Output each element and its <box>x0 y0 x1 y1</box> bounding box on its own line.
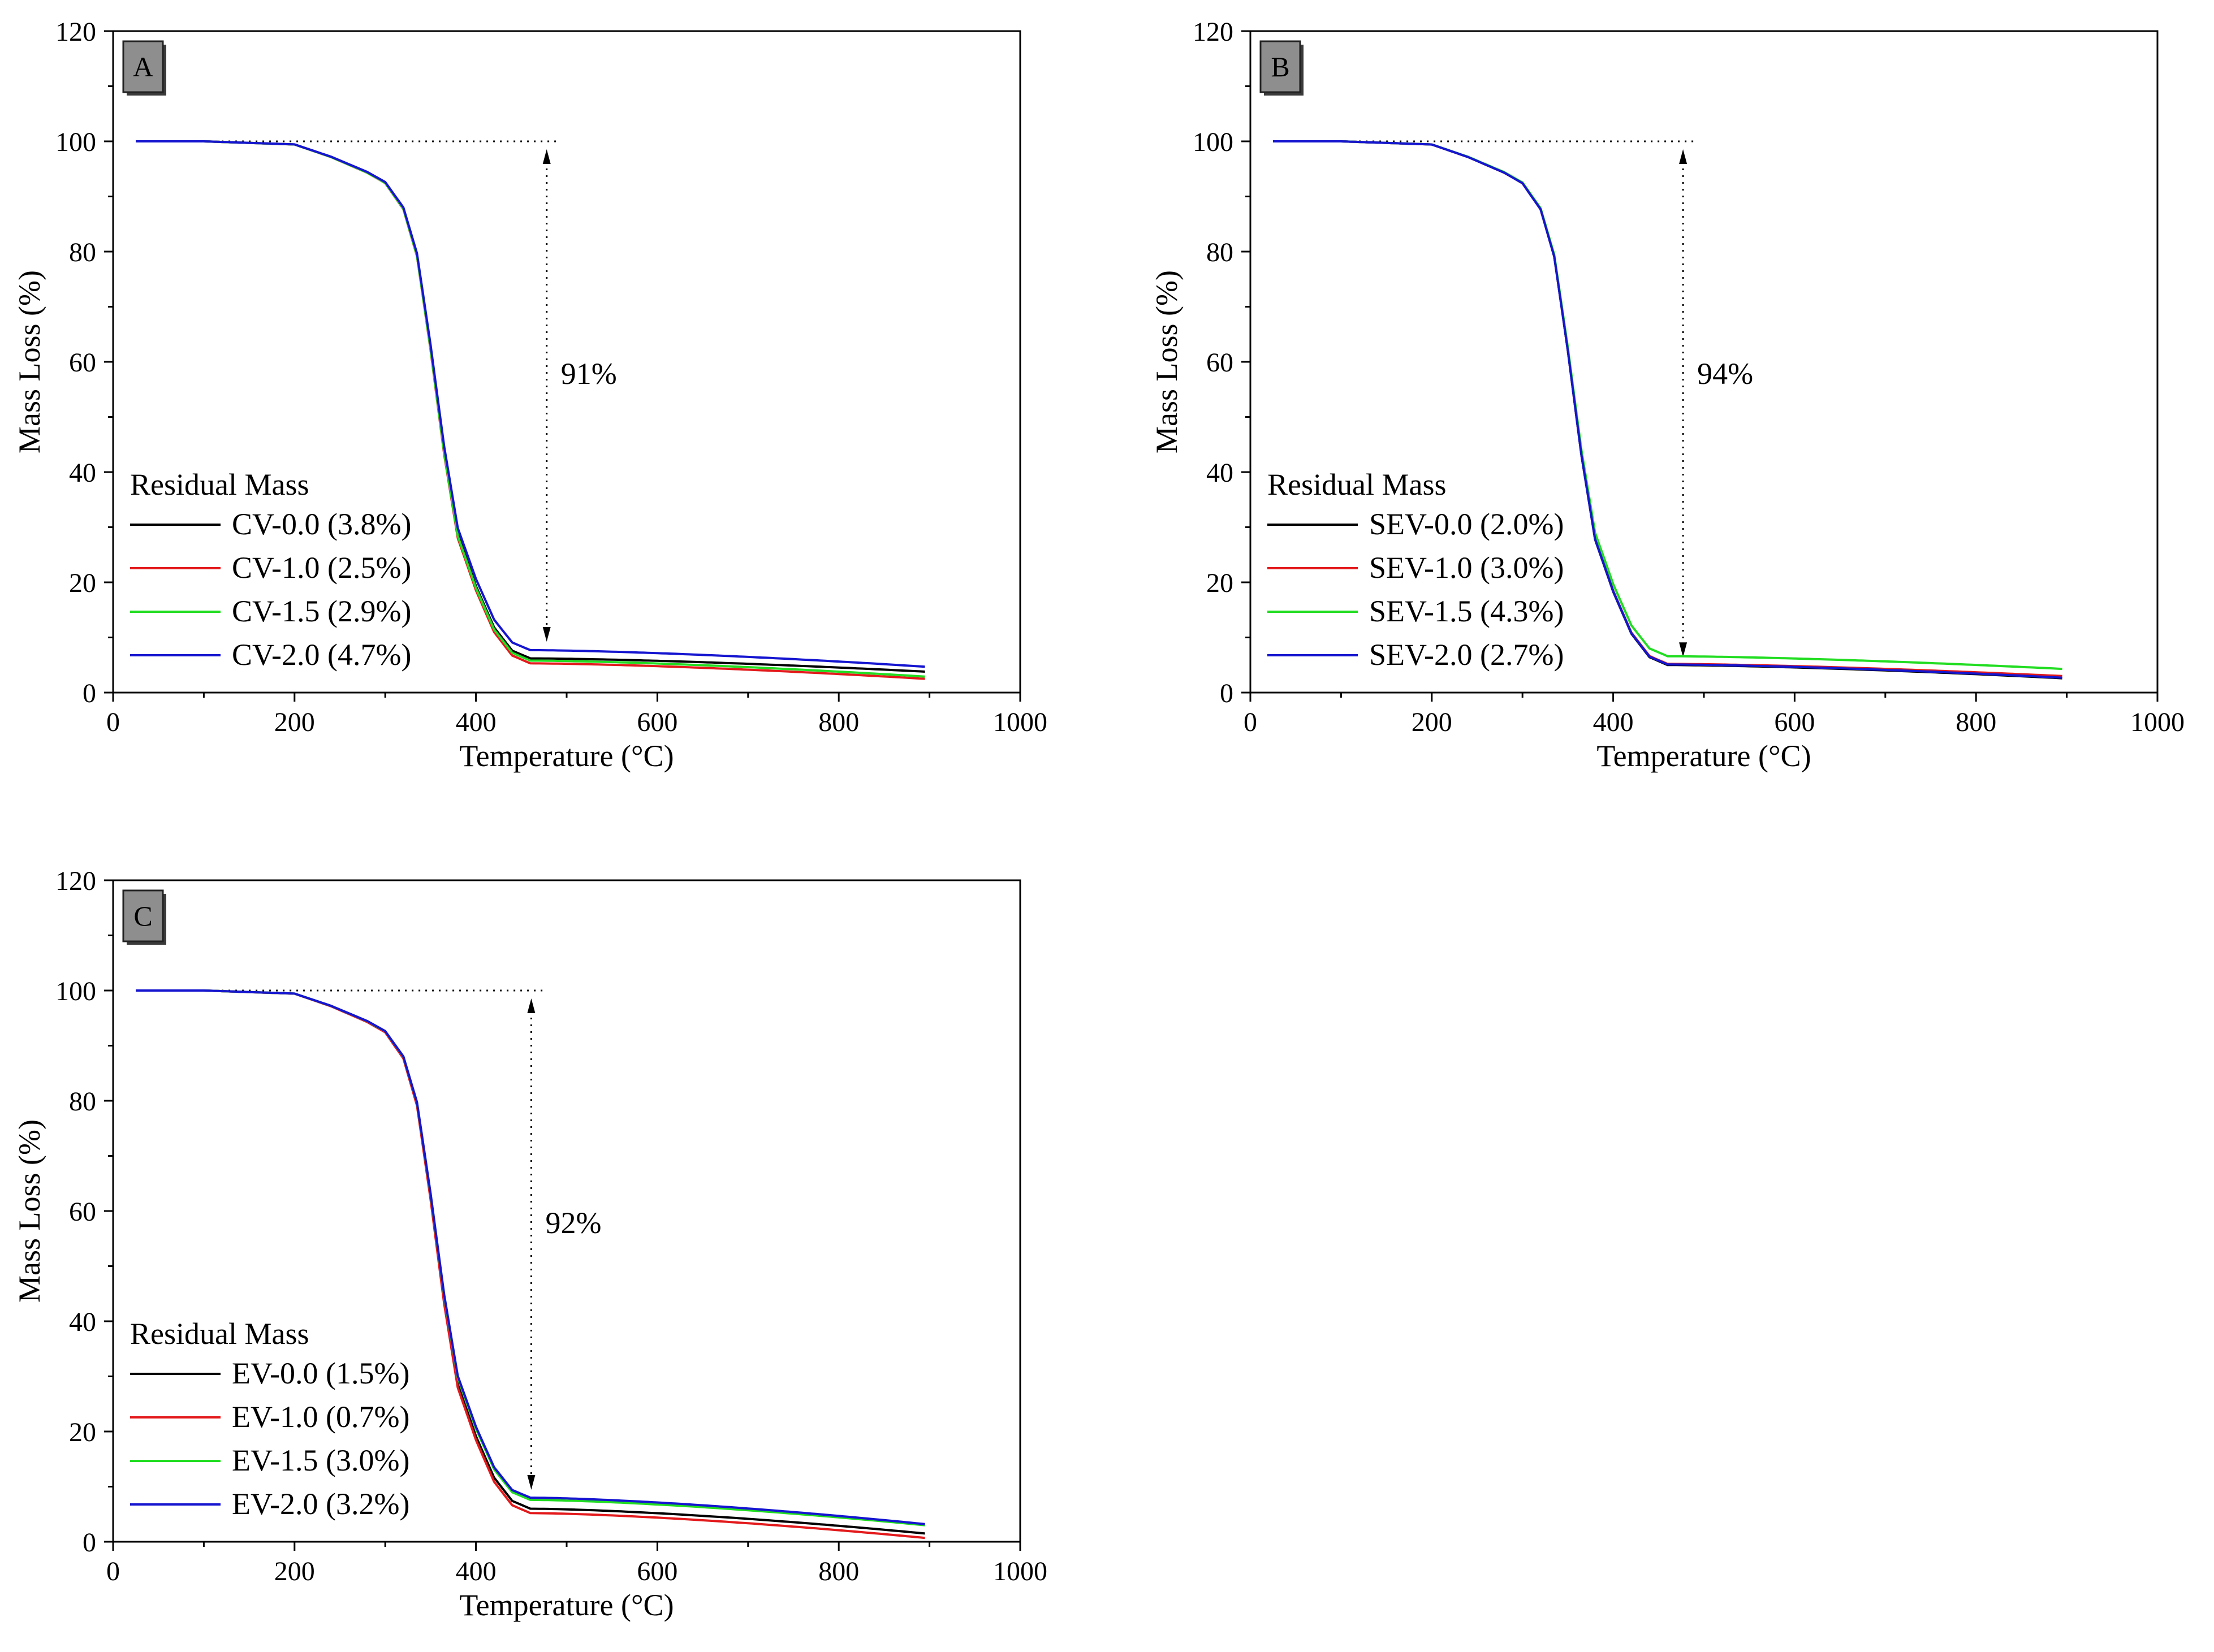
legend-entry: SEV-1.5 (4.3%) <box>1369 594 1564 628</box>
legend: Residual Mass EV-0.0 (1.5%) EV-1.0 (0.7%) E… <box>130 1317 409 1521</box>
panel-label: B <box>1271 51 1289 83</box>
panel-label: A <box>133 51 153 83</box>
legend-entry: CV-1.5 (2.9%) <box>232 594 412 628</box>
y-tick-label: 40 <box>1206 458 1233 488</box>
chart-panel-c: 0 200 400 600 800 1000 0 20 40 60 80 100 120 Temperat… <box>12 866 1047 1622</box>
legend-entry: EV-0.0 (1.5%) <box>232 1356 409 1390</box>
y-tick-label: 80 <box>69 237 96 267</box>
y-tick-label: 60 <box>1206 348 1233 378</box>
y-tick-label: 120 <box>1193 17 1233 47</box>
y-tick-label: 60 <box>69 1197 96 1227</box>
x-tick-label: 400 <box>456 707 497 737</box>
x-tick-label: 600 <box>1774 707 1815 737</box>
legend-entry: EV-1.0 (0.7%) <box>232 1400 409 1434</box>
x-tick-label: 200 <box>274 1556 315 1586</box>
panel-badge <box>122 889 164 942</box>
chart-panel-b: 0 200 400 600 800 1000 0 20 40 60 80 100 120 Temperat… <box>1150 17 2185 773</box>
y-tick-label: 20 <box>1206 568 1233 598</box>
panel-badge <box>122 40 164 93</box>
x-tick-label: 200 <box>1412 707 1452 737</box>
y-tick-label: 100 <box>1193 127 1233 157</box>
y-tick-label: 120 <box>55 866 96 896</box>
mass-loss-annotation: 91% <box>561 357 617 391</box>
y-tick-label: 0 <box>83 678 96 708</box>
x-tick-label: 400 <box>1593 707 1634 737</box>
panel-badge <box>1259 40 1301 93</box>
arrow-head-up <box>527 998 536 1013</box>
y-tick-label: 100 <box>55 976 96 1006</box>
x-tick-label: 0 <box>1244 707 1257 737</box>
legend: Residual Mass CV-0.0 (3.8%) CV-1.0 (2.5%) C… <box>130 468 412 672</box>
legend-entry: CV-1.0 (2.5%) <box>232 551 412 585</box>
legend-entry: CV-0.0 (3.8%) <box>232 507 412 541</box>
x-tick-label: 0 <box>106 707 120 737</box>
chart-panel-a: 0 200 400 600 800 1000 0 20 40 60 80 100 120 Temperat… <box>12 17 1047 773</box>
x-axis-title: Temperature (°C) <box>459 739 674 773</box>
mass-loss-indicator: 92% <box>140 989 601 1490</box>
y-tick-label: 40 <box>69 458 96 488</box>
arrow-head-up <box>1679 149 1688 164</box>
x-tick-label: 1000 <box>993 707 1047 737</box>
series-line-1 <box>136 140 925 673</box>
mass-loss-indicator: 94% <box>1278 140 1753 658</box>
y-tick-label: 120 <box>55 17 96 47</box>
legend-entry: SEV-2.0 (2.7%) <box>1369 638 1564 672</box>
series-line-4 <box>136 140 925 668</box>
x-tick-label: 800 <box>818 1556 859 1586</box>
y-tick-label: 20 <box>69 1417 96 1447</box>
y-tick-label: 0 <box>83 1528 96 1558</box>
y-axis-title: Mass Loss (%) <box>12 270 46 453</box>
x-tick-label: 400 <box>456 1556 497 1586</box>
y-tick-label: 20 <box>69 568 96 598</box>
legend-title: Residual Mass <box>1267 468 1447 501</box>
x-tick-label: 200 <box>274 707 315 737</box>
legend-title: Residual Mass <box>130 1317 309 1351</box>
legend-entry: CV-2.0 (4.7%) <box>232 638 412 672</box>
y-tick-label: 40 <box>69 1307 96 1337</box>
y-tick-label: 0 <box>1220 678 1233 708</box>
y-tick-label: 80 <box>69 1087 96 1117</box>
arrow-head-down <box>542 626 551 642</box>
series-line-3 <box>1273 140 2062 671</box>
y-tick-label: 80 <box>1206 237 1233 267</box>
series-line-4 <box>1273 140 2062 679</box>
y-tick-label: 100 <box>55 127 96 157</box>
panel-label: C <box>133 900 152 932</box>
x-tick-label: 1000 <box>2130 707 2185 737</box>
y-tick-label: 60 <box>69 348 96 378</box>
arrow-head-down <box>1679 642 1688 658</box>
legend-title: Residual Mass <box>130 468 309 501</box>
x-tick-label: 0 <box>106 1556 120 1586</box>
mass-loss-annotation: 92% <box>545 1206 601 1240</box>
x-tick-label: 800 <box>818 707 859 737</box>
mass-loss-annotation: 94% <box>1697 357 1753 391</box>
legend-entry: EV-2.0 (3.2%) <box>232 1487 409 1521</box>
series-line-4 <box>136 989 925 1525</box>
arrow-head-up <box>542 149 551 164</box>
legend-entry: EV-1.5 (3.0%) <box>232 1443 409 1477</box>
x-tick-label: 600 <box>637 1556 677 1586</box>
x-tick-label: 600 <box>637 707 677 737</box>
legend: Residual Mass SEV-0.0 (2.0%) SEV-1.0 (3.0%… <box>1267 468 1564 672</box>
y-axis-title: Mass Loss (%) <box>12 1119 46 1303</box>
x-axis-title: Temperature (°C) <box>1596 739 1811 773</box>
y-axis-title: Mass Loss (%) <box>1150 270 1184 453</box>
x-tick-label: 1000 <box>993 1556 1047 1586</box>
x-tick-label: 800 <box>1956 707 1996 737</box>
legend-entry: SEV-1.0 (3.0%) <box>1369 551 1564 585</box>
arrow-head-down <box>527 1475 536 1490</box>
mass-loss-indicator: 91% <box>140 140 617 642</box>
x-axis-title: Temperature (°C) <box>459 1588 674 1622</box>
legend-entry: SEV-0.0 (2.0%) <box>1369 507 1564 541</box>
